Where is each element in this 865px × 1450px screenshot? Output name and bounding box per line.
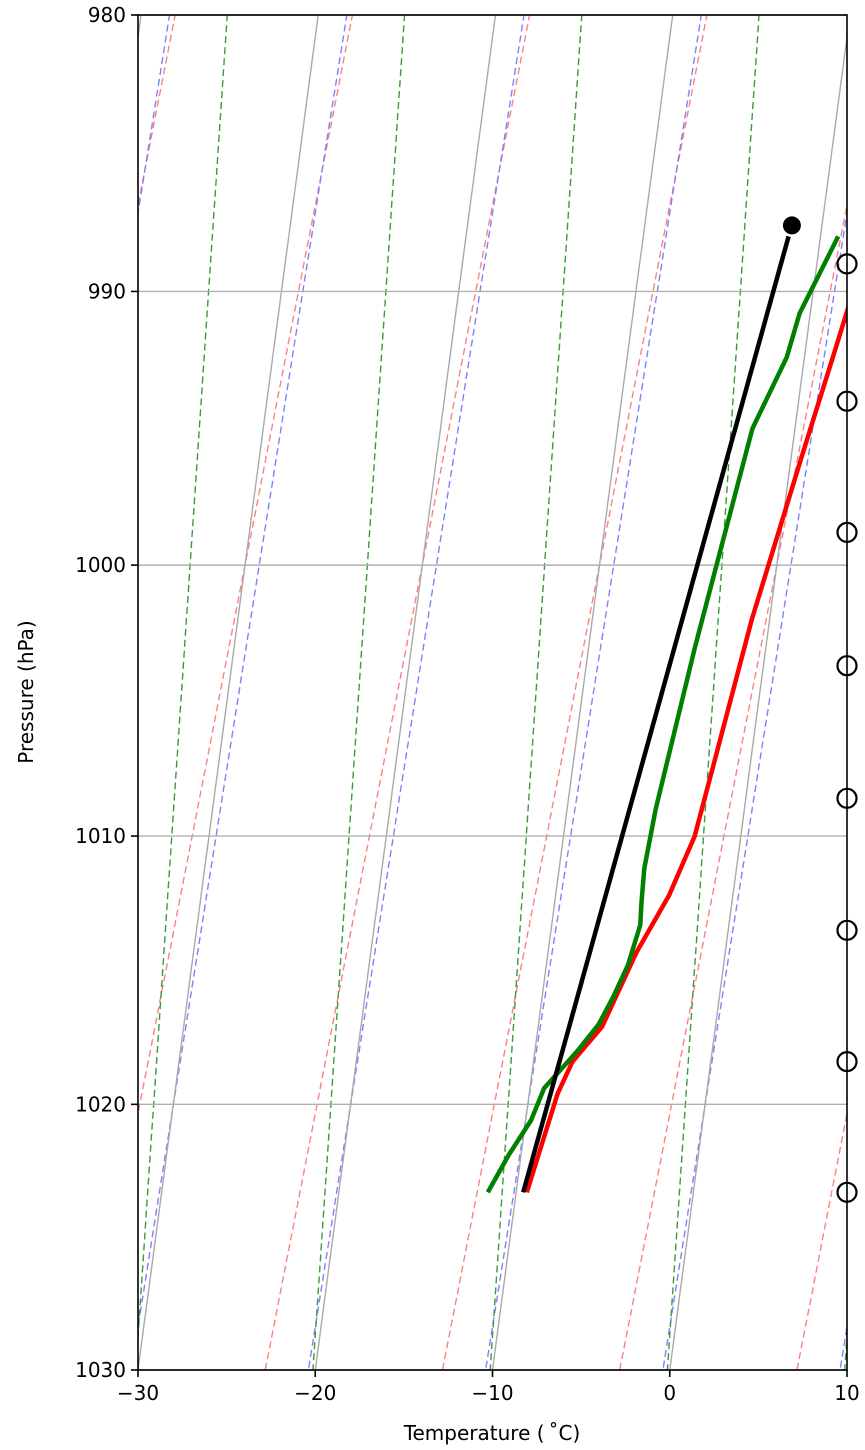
y-tick-label: 1000 — [75, 553, 126, 577]
y-tick-label: 1030 — [75, 1358, 126, 1382]
y-axis: 980 990 1000 1010 1020 1030 — [75, 3, 138, 1382]
mixing-ratio-line — [312, 15, 406, 1370]
y-tick-label: 1010 — [75, 824, 126, 848]
series-line — [521, 235, 791, 1193]
x-tick-label: −30 — [117, 1381, 159, 1405]
isotherm-line — [669, 32, 847, 1370]
x-tick-label: 0 — [663, 1381, 676, 1405]
y-tick-label: 990 — [88, 279, 126, 303]
isotherm-line — [846, 1364, 847, 1370]
moist-adiabat-line — [138, 15, 348, 1332]
moist-adiabat-line — [307, 15, 525, 1370]
y-tick-label: 1020 — [75, 1092, 126, 1116]
dry-adiabat-line — [441, 15, 708, 1370]
dry-adiabat-line — [138, 15, 354, 1118]
x-tick-label: 10 — [834, 1381, 859, 1405]
marker-layer — [782, 216, 858, 1203]
isotherm-line — [491, 15, 674, 1370]
mixing-ratio-line — [666, 15, 760, 1370]
moist-adiabat-line — [839, 1322, 847, 1370]
moist-adiabat-line — [662, 208, 847, 1370]
isotherm-line — [314, 15, 497, 1370]
dry-adiabat-line — [796, 1109, 847, 1370]
dry-adiabat-line — [618, 201, 847, 1370]
series-layer — [485, 235, 847, 1194]
series-line — [485, 235, 841, 1194]
x-tick-label: −10 — [471, 1381, 513, 1405]
x-tick-label: −20 — [294, 1381, 336, 1405]
dry-adiabat-line — [264, 15, 531, 1370]
moist-adiabat-line — [0, 0, 1, 1423]
mixing-ratio-line — [138, 15, 229, 1347]
x-axis: −30 −20 −10 0 10 — [117, 1370, 860, 1405]
plot-frame — [137, 14, 848, 1371]
mixing-ratio-line — [489, 15, 583, 1370]
x-axis-title: Temperature ( ˚C) — [403, 1421, 581, 1445]
y-tick-label: 980 — [88, 3, 126, 27]
y-axis-title: Pressure (hPa) — [14, 620, 38, 763]
pressure-grid — [138, 14, 847, 1371]
series-line — [524, 303, 847, 1193]
isotherm-line — [138, 15, 319, 1370]
dry-adiabat-line — [0, 0, 9, 1423]
moist-adiabat-line — [484, 15, 703, 1370]
parcel-start-point — [782, 216, 801, 235]
